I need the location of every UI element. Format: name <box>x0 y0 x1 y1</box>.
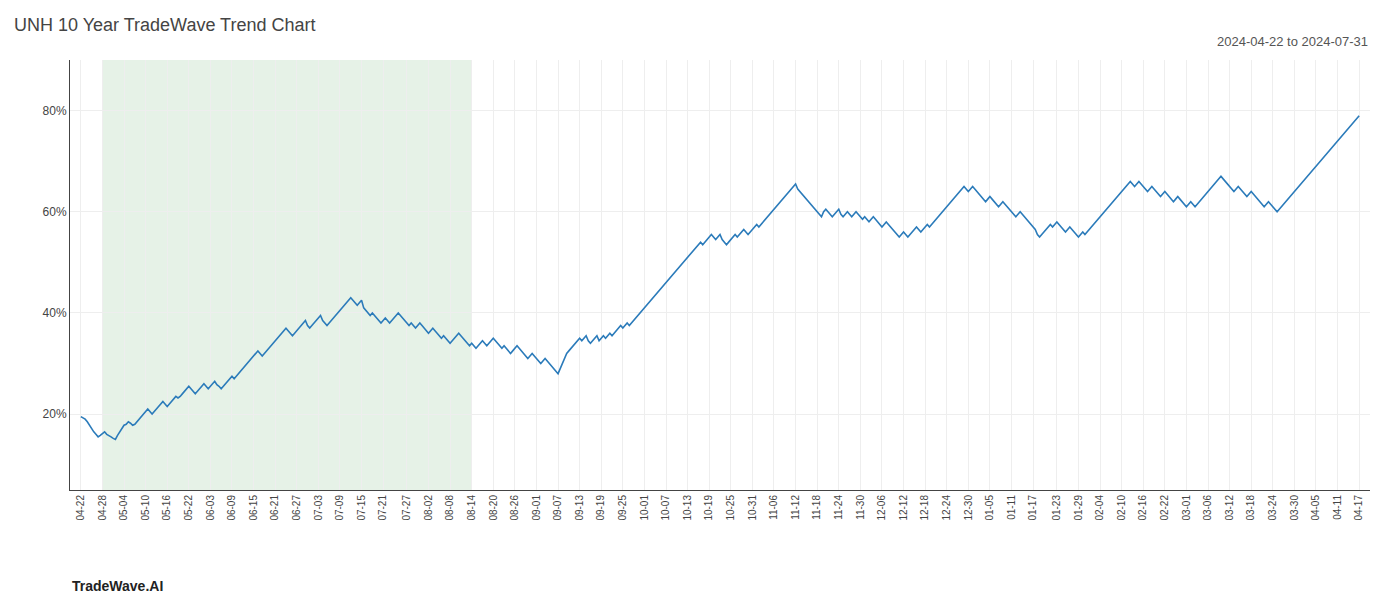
svg-text:01-17: 01-17 <box>1027 495 1038 521</box>
svg-text:40%: 40% <box>43 306 67 320</box>
svg-text:02-22: 02-22 <box>1159 495 1170 521</box>
svg-text:03-24: 03-24 <box>1267 495 1278 521</box>
svg-text:11-24: 11-24 <box>833 495 844 520</box>
svg-text:02-10: 02-10 <box>1116 495 1127 521</box>
svg-text:04-05: 04-05 <box>1310 495 1321 521</box>
svg-text:05-10: 05-10 <box>140 495 151 521</box>
svg-text:UNH 10 Year TradeWave Trend Ch: UNH 10 Year TradeWave Trend Chart <box>14 15 315 35</box>
svg-text:20%: 20% <box>43 407 67 421</box>
svg-text:TradeWave.AI: TradeWave.AI <box>72 578 163 594</box>
svg-text:11-18: 11-18 <box>811 495 822 520</box>
svg-text:08-14: 08-14 <box>466 495 477 521</box>
svg-text:06-15: 06-15 <box>248 495 259 521</box>
svg-text:08-26: 08-26 <box>509 495 520 521</box>
svg-text:08-20: 08-20 <box>488 495 499 521</box>
svg-text:12-30: 12-30 <box>963 495 974 521</box>
svg-text:11-06: 11-06 <box>768 495 779 520</box>
svg-text:04-11: 04-11 <box>1332 495 1343 520</box>
svg-text:10-01: 10-01 <box>639 495 650 521</box>
svg-text:07-03: 07-03 <box>313 495 324 521</box>
svg-text:10-13: 10-13 <box>682 495 693 521</box>
svg-text:02-04: 02-04 <box>1094 495 1105 521</box>
svg-text:07-09: 07-09 <box>334 495 345 521</box>
svg-text:03-01: 03-01 <box>1181 495 1192 521</box>
svg-text:09-07: 09-07 <box>552 495 563 521</box>
svg-text:12-24: 12-24 <box>941 495 952 521</box>
svg-text:01-29: 01-29 <box>1073 495 1084 521</box>
svg-text:03-30: 03-30 <box>1289 495 1300 521</box>
svg-text:09-13: 09-13 <box>574 495 585 521</box>
svg-text:06-21: 06-21 <box>269 495 280 521</box>
svg-text:02-16: 02-16 <box>1137 495 1148 521</box>
svg-text:04-17: 04-17 <box>1353 495 1364 521</box>
svg-text:12-06: 12-06 <box>876 495 887 521</box>
svg-text:09-19: 09-19 <box>595 495 606 521</box>
svg-text:12-18: 12-18 <box>919 495 930 521</box>
svg-text:08-08: 08-08 <box>444 495 455 521</box>
svg-text:60%: 60% <box>43 205 67 219</box>
svg-text:05-04: 05-04 <box>118 495 129 521</box>
svg-text:10-19: 10-19 <box>703 495 714 521</box>
svg-text:2024-04-22 to 2024-07-31: 2024-04-22 to 2024-07-31 <box>1217 34 1368 49</box>
svg-text:11-12: 11-12 <box>790 495 801 520</box>
svg-text:10-07: 10-07 <box>660 495 671 521</box>
svg-text:05-22: 05-22 <box>183 495 194 521</box>
svg-text:06-03: 06-03 <box>205 495 216 521</box>
svg-text:10-25: 10-25 <box>725 495 736 521</box>
svg-text:07-15: 07-15 <box>356 495 367 521</box>
svg-text:06-27: 06-27 <box>291 495 302 521</box>
svg-text:01-23: 01-23 <box>1051 495 1062 521</box>
svg-text:01-05: 01-05 <box>984 495 995 521</box>
svg-text:04-28: 04-28 <box>97 495 108 521</box>
svg-text:80%: 80% <box>43 104 67 118</box>
svg-text:06-09: 06-09 <box>226 495 237 521</box>
svg-text:12-12: 12-12 <box>898 495 909 521</box>
svg-text:03-18: 03-18 <box>1245 495 1256 521</box>
svg-text:08-02: 08-02 <box>423 495 434 521</box>
svg-text:01-11: 01-11 <box>1006 495 1017 520</box>
svg-text:04-22: 04-22 <box>75 495 86 521</box>
svg-text:05-16: 05-16 <box>161 495 172 521</box>
svg-text:03-12: 03-12 <box>1224 495 1235 521</box>
svg-text:11-30: 11-30 <box>855 495 866 520</box>
svg-text:09-25: 09-25 <box>617 495 628 521</box>
svg-text:03-06: 03-06 <box>1202 495 1213 521</box>
svg-text:07-21: 07-21 <box>377 495 388 521</box>
svg-text:07-27: 07-27 <box>401 495 412 521</box>
svg-text:09-01: 09-01 <box>531 495 542 521</box>
svg-text:10-31: 10-31 <box>747 495 758 521</box>
